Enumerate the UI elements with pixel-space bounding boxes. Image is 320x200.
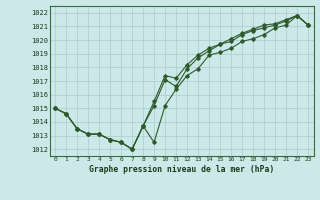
X-axis label: Graphe pression niveau de la mer (hPa): Graphe pression niveau de la mer (hPa) bbox=[89, 165, 274, 174]
